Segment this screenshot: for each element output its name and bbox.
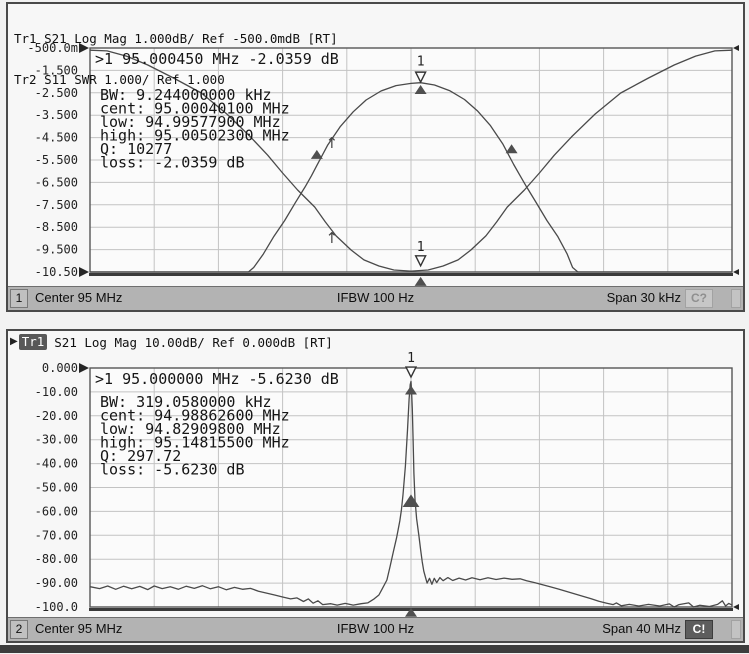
- y-axis-tick-label: -90.00: [35, 576, 78, 590]
- active-trace-selector[interactable]: Tr1: [18, 334, 48, 350]
- bandwidth-info-line: cent: 94.98862600 MHz: [100, 407, 290, 425]
- y-axis-tick-label: -50.00: [35, 481, 78, 495]
- y-axis-tick-label: -3.500: [35, 108, 78, 122]
- y-axis-tick-label: -100.0: [35, 600, 78, 614]
- y-axis-tick-label: -6.500: [35, 175, 78, 189]
- y-axis-tick-label: -60.00: [35, 504, 78, 518]
- bandwidth-info-line: BW: 319.0580000 kHz: [100, 393, 272, 411]
- y-axis-tick-label: -30.00: [35, 433, 78, 447]
- y-axis-tick-label: -500.0m: [27, 41, 78, 55]
- y-axis-tick-label: -9.500: [35, 243, 78, 257]
- y-axis-tick-label: -4.500: [35, 131, 78, 145]
- marker-triangle-icon[interactable]: [405, 385, 417, 395]
- marker-readout: >1 95.000450 MHz -2.0359 dB: [95, 50, 339, 68]
- correction-badge: C!: [685, 620, 713, 639]
- active-trace-pointer-icon: ▶: [10, 336, 18, 347]
- bandwidth-info-line: low: 94.99577900 MHz: [100, 113, 281, 131]
- span-label: Span 40 MHz: [602, 621, 681, 636]
- right-reference-pointer-icon: [733, 269, 739, 275]
- left-reference-pointer-icon: [79, 363, 89, 373]
- y-axis-tick-label: -40.00: [35, 457, 78, 471]
- marker-triangle-icon[interactable]: [505, 144, 518, 154]
- bandwidth-info-line: loss: -5.6230 dB: [100, 461, 245, 479]
- marker-number-label: 1: [407, 351, 415, 366]
- y-axis-tick-label: -80.00: [35, 552, 78, 566]
- channel-2-panel: 0.000 -10.00 -20.00 -30.00 -40.00 -50.00 -60.0…: [6, 329, 745, 643]
- plot-border: [89, 47, 733, 273]
- channel-number[interactable]: 2: [10, 620, 28, 639]
- left-reference-pointer-icon: [79, 43, 89, 53]
- bandwidth-info-line: loss: -2.0359 dB: [100, 154, 245, 172]
- center-frequency-label: Center 95 MHz: [35, 290, 123, 305]
- correction-badge: C?: [685, 289, 713, 308]
- status-spacer-box: [731, 289, 741, 308]
- channel-1-trace-titles: Tr1 S21 Log Mag 1.000dB/ Ref -500.0mdB […: [14, 5, 338, 113]
- screen-bottom-edge: [0, 645, 749, 653]
- bandwidth-info-line: Q: 297.72: [100, 447, 181, 465]
- right-reference-pointer-icon: [733, 45, 739, 51]
- trace2-title: Tr2 S11 SWR 1.000/ Ref 1.000: [14, 71, 225, 87]
- left-reference-pointer-icon: [79, 267, 89, 277]
- y-axis-tick-label: -8.500: [35, 220, 78, 234]
- marker-readout: >1 95.000000 MHz -5.6230 dB: [95, 370, 339, 388]
- bandwidth-info-line: cent: 95.00040100 MHz: [100, 100, 290, 118]
- trace1-title: Tr1 S21 Log Mag 1.000dB/ Ref -500.0mdB […: [14, 31, 338, 46]
- y-axis-tick-label: -20.00: [35, 409, 78, 423]
- y-axis-tick-label: -70.00: [35, 528, 78, 542]
- marker-triangle-icon[interactable]: [310, 149, 323, 159]
- s21-trace: [90, 82, 732, 273]
- channel-1-chart-canvas[interactable]: -500.0m -1.500 -2.500 -3.500 -4.500 -5.500 -6.…: [8, 4, 739, 287]
- channel-1-panel: -500.0m -1.500 -2.500 -3.500 -4.500 -5.500 -6.…: [6, 2, 745, 312]
- right-reference-pointer-icon: [733, 604, 739, 610]
- marker-triangle-icon[interactable]: [414, 276, 427, 286]
- marker-triangle-icon[interactable]: [405, 607, 417, 617]
- channel-2-chart-canvas[interactable]: 0.000 -10.00 -20.00 -30.00 -40.00 -50.00 -60.0…: [8, 331, 739, 618]
- center-frequency-label: Center 95 MHz: [35, 621, 123, 636]
- ifbw-label: IFBW 100 Hz: [336, 290, 415, 305]
- y-axis-tick-label: 0.000: [42, 361, 78, 375]
- marker-arrow-icon: ↑: [326, 229, 339, 247]
- y-axis-tick-label: -10.50: [35, 265, 78, 279]
- active-marker-icon[interactable]: [414, 255, 427, 268]
- y-axis-tick-label: -2.500: [35, 86, 78, 100]
- trace1-title: S21 Log Mag 10.00dB/ Ref 0.000dB [RT]: [54, 334, 333, 350]
- status-spacer-box: [731, 620, 741, 639]
- channel-1-status-bar: 1 Center 95 MHz IFBW 100 Hz Span 30 kHz …: [8, 286, 743, 310]
- channel-2-status-bar: 2 Center 95 MHz IFBW 100 Hz Span 40 MHz …: [8, 617, 743, 641]
- ifbw-label: IFBW 100 Hz: [336, 621, 415, 636]
- active-marker-icon[interactable]: [414, 71, 427, 84]
- bandwidth-info-line: high: 95.00502300 MHz: [100, 127, 290, 145]
- y-axis-tick-label: -7.500: [35, 198, 78, 212]
- marker-number-label: 1: [417, 240, 425, 255]
- bandwidth-info-line: BW: 9.244000000 kHz: [100, 86, 272, 104]
- channel-2-trace-titles: ▶ Tr1 S21 Log Mag 10.00dB/ Ref 0.000dB […: [10, 334, 333, 350]
- channel-number[interactable]: 1: [10, 289, 28, 308]
- bandwidth-info-line: Q: 10277: [100, 140, 172, 158]
- marker-triangle-icon[interactable]: [414, 84, 427, 94]
- s21-trace: [89, 380, 733, 608]
- active-marker-icon[interactable]: [404, 366, 418, 379]
- y-axis-tick-label: -10.00: [35, 385, 78, 399]
- bandwidth-info-line: low: 94.82909800 MHz: [100, 420, 281, 438]
- marker-triangle-icon[interactable]: [402, 494, 420, 507]
- marker-arrow-icon: ↑: [326, 134, 339, 152]
- span-label: Span 30 kHz: [606, 290, 681, 305]
- bandwidth-info-line: high: 95.14815500 MHz: [100, 434, 290, 452]
- y-axis-tick-label: -1.500: [35, 63, 78, 77]
- y-axis-tick-label: -5.500: [35, 153, 78, 167]
- swr-trace: [89, 49, 733, 272]
- marker-number-label: 1: [417, 54, 425, 69]
